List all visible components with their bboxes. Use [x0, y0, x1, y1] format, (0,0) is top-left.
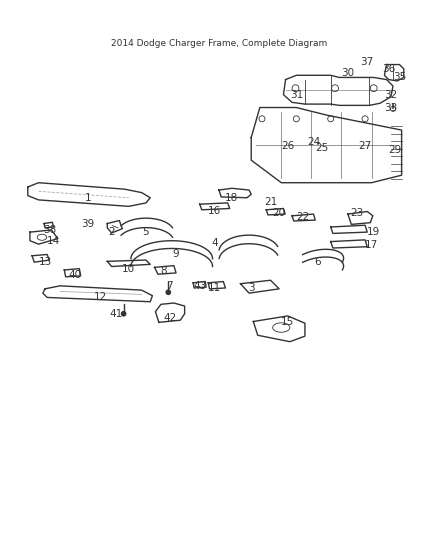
Text: 41: 41 [109, 309, 123, 319]
Text: 27: 27 [358, 141, 372, 151]
Text: 42: 42 [163, 313, 176, 323]
Text: 19: 19 [367, 227, 380, 237]
Circle shape [166, 290, 170, 294]
Circle shape [121, 312, 126, 316]
Text: 4: 4 [212, 238, 218, 248]
Text: 21: 21 [264, 197, 277, 207]
Text: 13: 13 [39, 257, 52, 267]
Text: 26: 26 [281, 141, 294, 151]
Text: 12: 12 [94, 292, 107, 302]
Text: 35: 35 [393, 72, 406, 83]
Text: 43: 43 [193, 281, 206, 291]
Text: 36: 36 [382, 64, 396, 74]
Text: 14: 14 [47, 236, 60, 246]
Text: 30: 30 [341, 68, 354, 78]
Text: 8: 8 [160, 266, 166, 276]
Text: 37: 37 [360, 58, 374, 67]
Text: 32: 32 [384, 90, 398, 100]
Text: 7: 7 [166, 281, 173, 291]
Text: 20: 20 [272, 208, 286, 218]
Text: 23: 23 [350, 208, 363, 218]
Text: 18: 18 [225, 193, 239, 203]
Text: 16: 16 [208, 206, 221, 216]
Text: 11: 11 [208, 283, 221, 293]
Text: 24: 24 [307, 137, 320, 147]
Text: 38: 38 [42, 225, 56, 235]
Text: 10: 10 [122, 264, 135, 273]
Text: 9: 9 [173, 248, 179, 259]
Text: 2: 2 [108, 227, 115, 237]
Text: 39: 39 [81, 219, 95, 229]
Text: 15: 15 [281, 317, 294, 327]
Text: 31: 31 [290, 90, 303, 100]
Text: 3: 3 [248, 283, 254, 293]
Text: 22: 22 [296, 212, 309, 222]
Text: 17: 17 [365, 240, 378, 250]
Text: 33: 33 [384, 102, 398, 112]
Text: 1: 1 [85, 193, 91, 203]
Title: 2014 Dodge Charger Frame, Complete Diagram: 2014 Dodge Charger Frame, Complete Diagr… [111, 39, 327, 48]
Text: 5: 5 [143, 227, 149, 237]
Text: 6: 6 [314, 257, 321, 267]
Text: 40: 40 [68, 270, 81, 280]
Text: 29: 29 [389, 146, 402, 156]
Text: 25: 25 [315, 143, 329, 154]
